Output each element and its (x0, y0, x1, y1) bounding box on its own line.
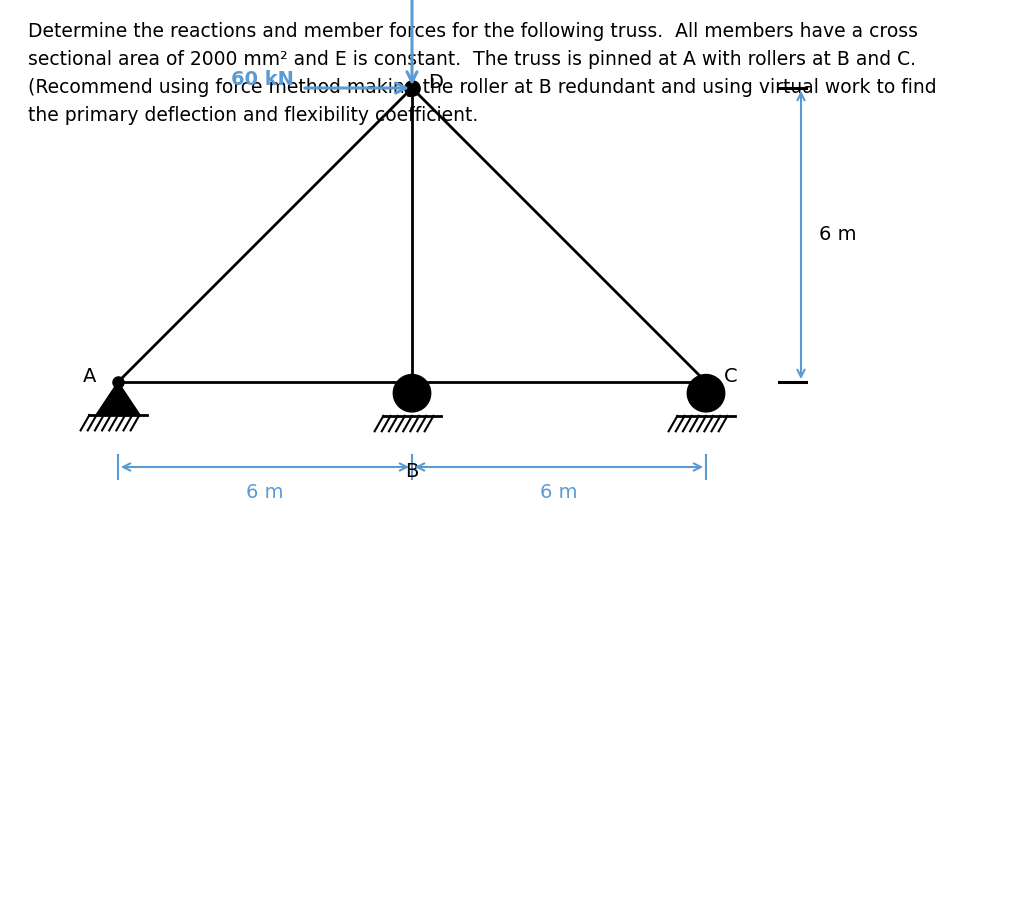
Text: D: D (428, 74, 442, 92)
Text: (Recommend using force method making the roller at B redundant and using virtual: (Recommend using force method making the… (28, 78, 937, 97)
Text: B: B (406, 462, 419, 481)
Text: 6 m: 6 m (246, 483, 284, 502)
Circle shape (393, 374, 431, 412)
Text: 60 kN: 60 kN (231, 70, 294, 89)
Text: 6 m: 6 m (541, 483, 578, 502)
Text: the primary deflection and flexibility coefficient.: the primary deflection and flexibility c… (28, 106, 478, 125)
Circle shape (687, 374, 725, 412)
Text: Determine the reactions and member forces for the following truss.  All members : Determine the reactions and member force… (28, 22, 918, 41)
Polygon shape (96, 382, 140, 415)
Text: C: C (724, 368, 737, 386)
Text: 6 m: 6 m (819, 226, 856, 244)
Text: sectional area of 2000 mm² and E is constant.  The truss is pinned at A with rol: sectional area of 2000 mm² and E is cons… (28, 50, 916, 69)
Text: A: A (83, 368, 96, 386)
